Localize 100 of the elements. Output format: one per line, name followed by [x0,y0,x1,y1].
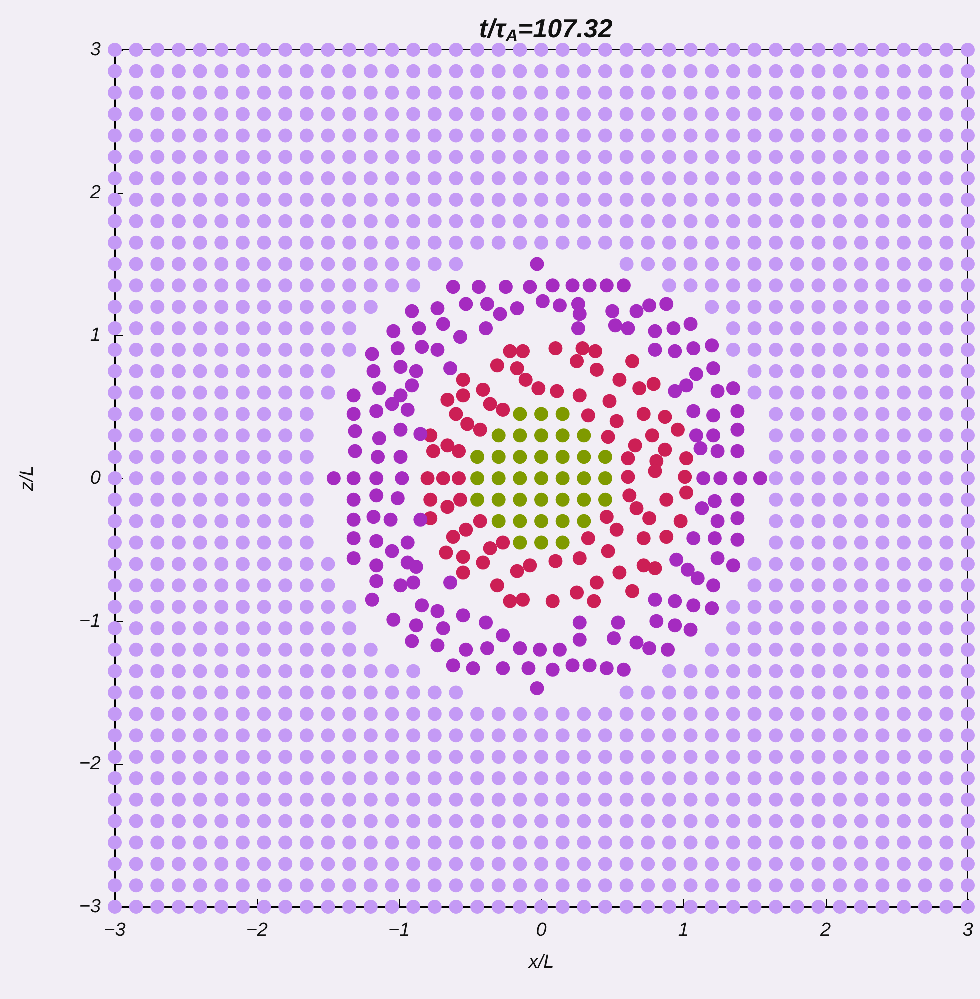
point [513,86,528,100]
point [257,472,272,486]
point [961,192,975,207]
point [918,600,932,614]
point [684,814,698,828]
point [833,814,848,828]
point [300,450,314,464]
point [492,172,506,186]
point [769,664,784,678]
point [769,557,784,572]
point [513,492,528,507]
point [940,814,954,828]
point [897,86,912,100]
point [534,107,548,122]
point [918,728,932,743]
point [556,172,570,186]
point [812,428,826,443]
point [150,900,165,914]
point [257,536,272,550]
point [641,257,656,272]
point [236,278,250,293]
point [257,172,272,186]
point [812,407,826,422]
point [150,771,165,786]
point [641,150,656,164]
point [812,300,826,314]
point [150,792,165,807]
point [150,557,165,572]
point [278,386,293,400]
point [406,128,421,143]
point [449,43,464,57]
point [278,514,293,528]
point [342,278,357,293]
point [108,878,122,893]
point [300,472,314,486]
point [428,107,442,122]
point [278,342,293,357]
point [257,342,272,357]
point [961,771,975,786]
point [577,172,592,186]
point [684,900,698,914]
point [726,878,740,893]
point [278,428,293,443]
point [428,64,442,78]
point [513,64,528,78]
point [193,150,208,164]
point [940,342,954,357]
point [748,64,762,78]
point [321,857,336,872]
point [961,621,975,636]
point [428,878,442,893]
point [385,192,400,207]
point [300,836,314,850]
point [321,214,336,228]
point [108,278,122,293]
point [236,771,250,786]
point [577,472,592,486]
point [769,450,784,464]
point [897,386,912,400]
point [556,472,570,486]
point [236,192,250,207]
point [406,836,421,850]
point [129,771,144,786]
point [833,492,848,507]
point [470,728,485,743]
point [129,578,144,593]
point [150,86,165,100]
point [129,814,144,828]
point [236,621,250,636]
point [790,492,804,507]
point [790,642,804,657]
point [833,428,848,443]
point [342,192,357,207]
point [342,64,357,78]
point [854,150,868,164]
point [961,536,975,550]
point [620,64,634,78]
point [940,86,954,100]
point [726,600,740,614]
point [812,600,826,614]
x-axis-title: x/L [528,952,554,973]
point [705,664,720,678]
point [790,407,804,422]
point [193,428,208,443]
point [364,878,378,893]
point [854,278,868,293]
point [364,686,378,700]
point [449,814,464,828]
point [876,128,890,143]
point [641,814,656,828]
point [940,514,954,528]
point [684,771,698,786]
point [833,750,848,764]
point [940,728,954,743]
point [236,407,250,422]
point [556,707,570,722]
point [406,150,421,164]
point [214,642,229,657]
point [961,150,975,164]
point [620,128,634,143]
